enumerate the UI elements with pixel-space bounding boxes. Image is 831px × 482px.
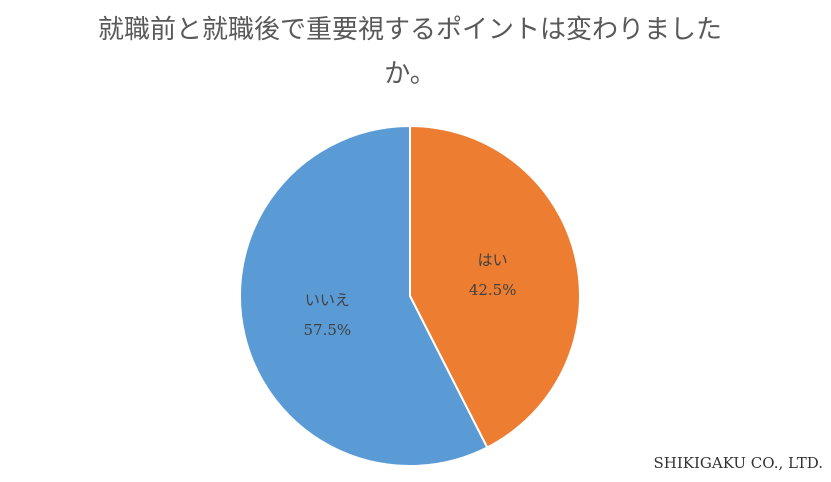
pie-slice [409,124,581,449]
value-label: 42.5% [469,281,517,299]
slice-label: いいえ [305,291,350,309]
slice-label: はい [478,251,508,269]
footer: SHIKIGAKU CO., LTD. [653,454,823,472]
chart-title: 就職前と就職後で重要視するポイントは変わりましたか。 [97,15,722,89]
pie-slice [239,124,489,467]
value-label: 57.5% [304,321,352,339]
